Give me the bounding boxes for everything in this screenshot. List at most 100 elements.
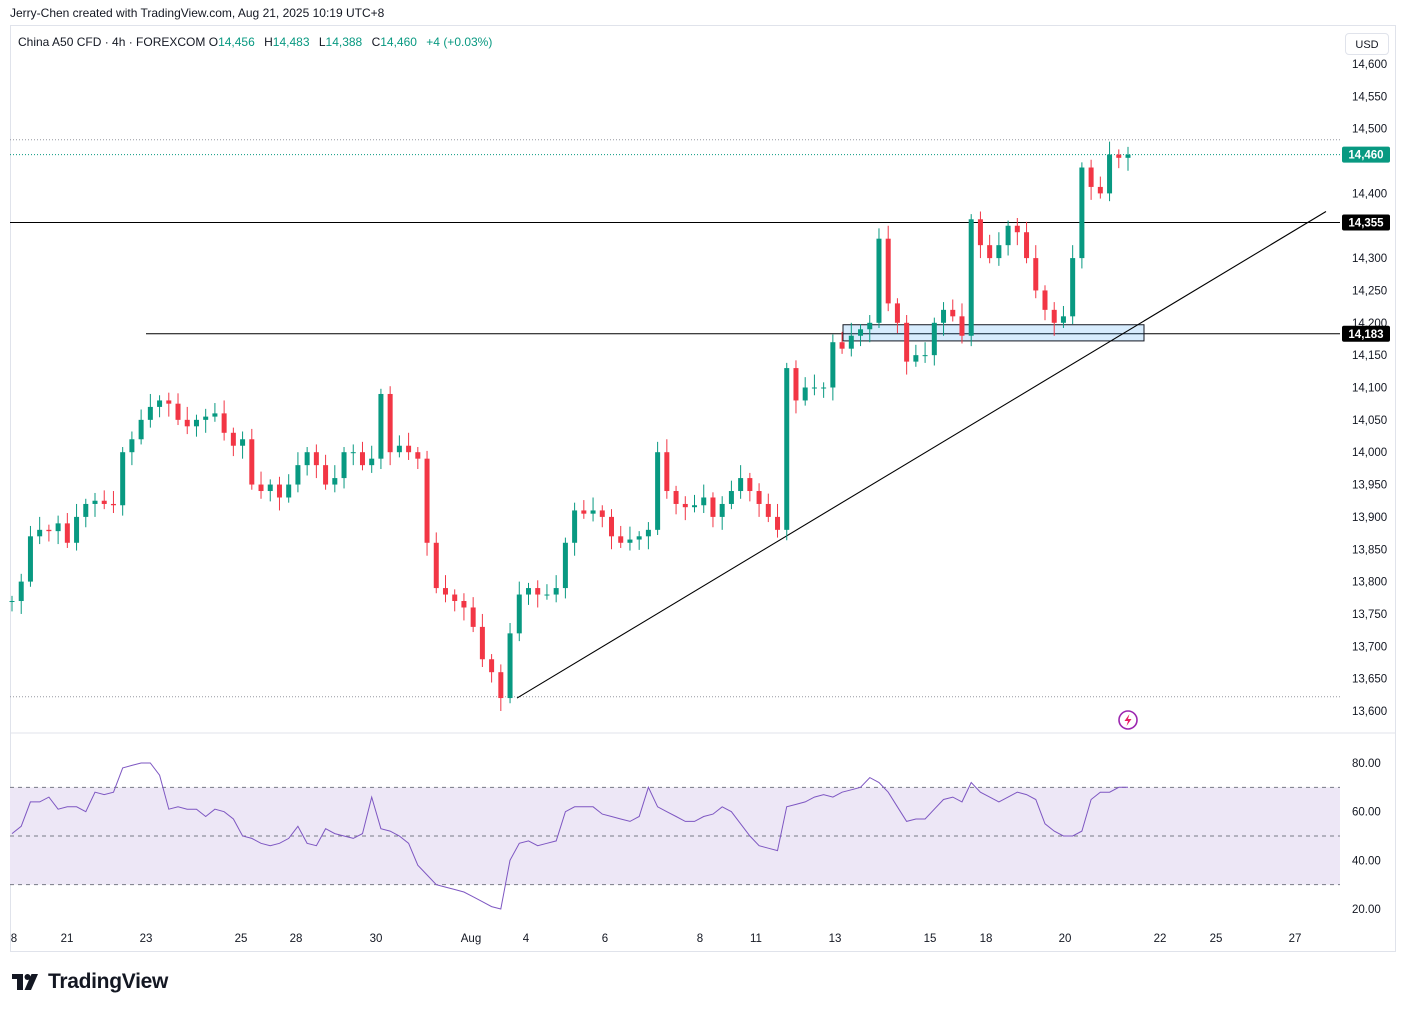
candle xyxy=(193,414,199,437)
candle xyxy=(728,480,734,510)
candle xyxy=(968,214,974,347)
currency-button[interactable]: USD xyxy=(1345,33,1389,55)
candle xyxy=(74,503,80,551)
candle-body xyxy=(673,491,679,504)
candle xyxy=(101,490,107,510)
time-tick-label: 30 xyxy=(370,933,383,945)
trendline xyxy=(516,211,1327,699)
candle-body xyxy=(894,303,900,323)
price-tick-label: 14,050 xyxy=(1352,415,1387,427)
candle xyxy=(1033,245,1039,299)
candle-body xyxy=(765,503,771,517)
candle-body xyxy=(581,510,587,514)
price-tick-label: 13,850 xyxy=(1352,544,1387,556)
candle-body xyxy=(507,633,513,699)
candle xyxy=(212,403,218,422)
candle xyxy=(489,654,495,683)
candle xyxy=(1014,217,1020,246)
candle-body xyxy=(692,505,698,508)
candle xyxy=(129,431,135,466)
open-value: 14,456 xyxy=(218,35,255,49)
candle-body xyxy=(775,516,781,530)
price-tick-label: 13,650 xyxy=(1352,674,1387,686)
candle-body xyxy=(323,465,329,485)
price-tick-label: 14,000 xyxy=(1352,447,1387,459)
close-value: 14,460 xyxy=(380,35,417,49)
candle-body xyxy=(821,387,827,389)
candle-body xyxy=(1088,167,1094,187)
candle xyxy=(461,593,467,621)
tradingview-logo[interactable]: TradingView xyxy=(12,970,168,994)
candle-body xyxy=(424,458,430,543)
price-tick-label: 13,950 xyxy=(1352,480,1387,492)
candle-body xyxy=(64,523,70,543)
candle-body xyxy=(276,484,282,498)
candle xyxy=(313,444,319,479)
candle-body xyxy=(166,400,172,404)
candle xyxy=(987,234,993,264)
candle-body xyxy=(258,484,264,492)
symbol-name[interactable]: China A50 CFD · 4h · FOREXCOM xyxy=(18,35,206,49)
candle-body xyxy=(830,342,836,388)
time-tick-label: 25 xyxy=(235,933,248,945)
candle xyxy=(765,493,771,523)
candle xyxy=(719,496,725,530)
candle xyxy=(756,483,762,517)
candle-body xyxy=(203,416,209,420)
candle-body xyxy=(645,529,651,537)
candle xyxy=(18,573,24,614)
candle-body xyxy=(1070,258,1076,317)
chart-frame xyxy=(10,25,1396,952)
candle-body xyxy=(618,536,624,543)
price-tag: 14,355 xyxy=(1342,214,1390,231)
candle xyxy=(609,509,615,550)
candle-body xyxy=(387,393,393,453)
high-label: H xyxy=(264,35,273,49)
price-tag-label: 14,183 xyxy=(1348,329,1383,341)
time-tick-label: 15 xyxy=(924,933,937,945)
candle-body xyxy=(138,419,144,440)
candle xyxy=(415,447,421,470)
price-tick-label: 13,900 xyxy=(1352,512,1387,524)
candle xyxy=(738,465,744,499)
candle-body xyxy=(230,432,236,446)
candle-body xyxy=(313,452,319,466)
time-tick-label: 6 xyxy=(602,933,608,945)
candle xyxy=(498,664,504,711)
price-tick-label: 14,100 xyxy=(1352,383,1387,395)
price-tick-label: 13,800 xyxy=(1352,577,1387,589)
candle xyxy=(922,342,928,363)
candle xyxy=(507,623,513,704)
time-tick-label: 25 xyxy=(1210,933,1223,945)
time-tick-label: 8 xyxy=(11,933,17,945)
candle xyxy=(775,503,781,538)
candle-body xyxy=(738,478,744,492)
time-tick-label: 8 xyxy=(697,933,703,945)
candle-body xyxy=(406,445,412,453)
low-label: L xyxy=(318,35,326,49)
candle xyxy=(267,479,273,502)
lightning-icon[interactable] xyxy=(1118,710,1138,730)
price-tag-box xyxy=(1342,146,1390,163)
candle-body xyxy=(267,484,273,492)
candle-body xyxy=(147,406,153,420)
candle xyxy=(37,516,43,545)
candle xyxy=(203,408,209,433)
candle xyxy=(701,484,707,514)
candle-body xyxy=(359,452,365,466)
candle xyxy=(682,496,688,521)
candle xyxy=(350,444,356,466)
candle xyxy=(175,393,181,426)
candle xyxy=(1125,146,1131,171)
candle-body xyxy=(341,452,347,479)
price-tick-label: 14,250 xyxy=(1352,285,1387,297)
candle xyxy=(64,513,70,548)
candle xyxy=(396,435,402,458)
candle xyxy=(184,406,190,435)
candle-body xyxy=(1107,154,1113,194)
price-tag-box xyxy=(1342,214,1390,231)
candle xyxy=(950,299,956,322)
candle-body xyxy=(1005,225,1011,246)
candle xyxy=(562,537,568,599)
